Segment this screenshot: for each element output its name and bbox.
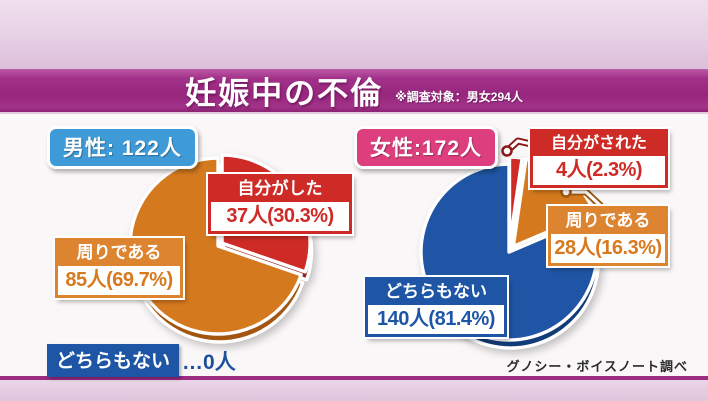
female-neither-label: どちらもない — [368, 280, 504, 306]
male-self-label: 自分がした — [211, 177, 349, 203]
male-neither-label: どちらもない — [47, 344, 180, 377]
page-title: 妊娠中の不倫 — [185, 76, 384, 111]
male-around-label: 周りである — [58, 241, 180, 267]
female-self-label: 自分がされた — [533, 132, 665, 157]
male-around-value: 85人(69.7%) — [58, 266, 180, 296]
female-neither-value: 140人(81.4%) — [368, 305, 504, 335]
female-self-value: 4人(2.3%) — [533, 156, 665, 186]
female-around-value: 28人(16.3%) — [551, 234, 665, 264]
female-neither-label-box: どちらもない 140人(81.4%) — [365, 277, 507, 338]
female-around-label-box: 周りである 28人(16.3%) — [548, 206, 668, 267]
male-around-label-box: 周りである 85人(69.7%) — [55, 238, 183, 299]
survey-note: ※調査対象：男女294人 — [395, 90, 523, 104]
male-self-label-box: 自分がした 37人(30.3%) — [208, 174, 352, 235]
bottom-background-band — [0, 376, 708, 401]
female-around-label: 周りである — [551, 209, 665, 235]
male-neither-value: …0人 — [182, 350, 236, 374]
top-background-band — [0, 0, 708, 69]
callout-line-female-self — [501, 137, 535, 157]
female-self-label-box: 自分がされた 4人(2.3%) — [530, 129, 668, 189]
male-total-badge: 男性: 122人 — [47, 126, 198, 169]
pie-slice-自分がされた — [507, 158, 524, 247]
title-band: 妊娠中の不倫 ※調査対象：男女294人 — [0, 69, 708, 114]
male-neither-row: どちらもない …0人 — [47, 344, 236, 377]
survey-credit: グノシー・ボイスノート調べ — [506, 359, 688, 374]
male-self-value: 37人(30.3%) — [211, 202, 349, 232]
female-total-badge: 女性:172人 — [354, 126, 499, 169]
